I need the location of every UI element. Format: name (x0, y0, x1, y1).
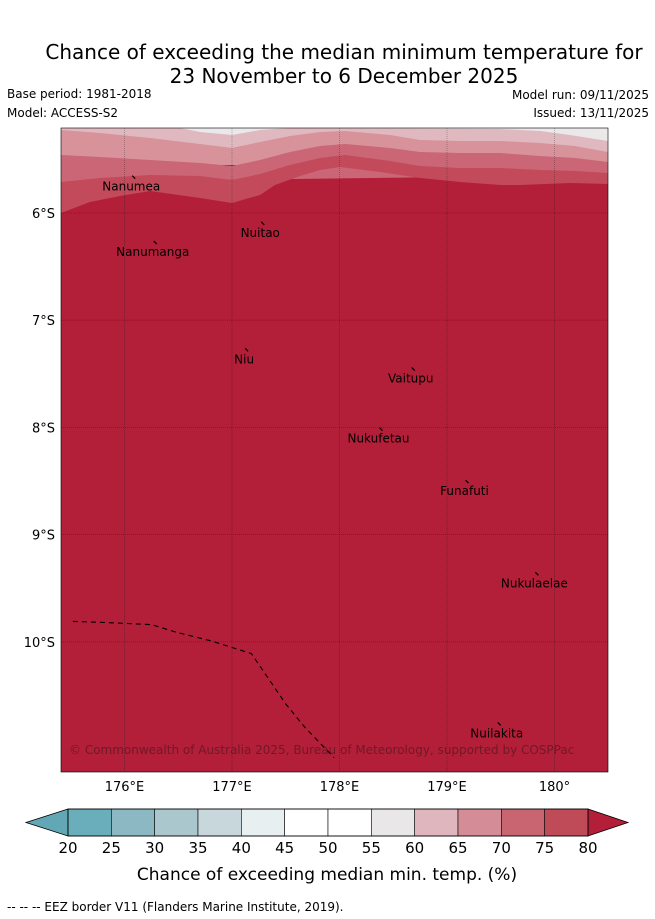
lat-tick-label: 9°S (32, 529, 55, 544)
lon-tick-label: 177°E (212, 780, 252, 795)
island-funafuti: Funafuti (440, 479, 489, 498)
eez-border-line (72, 620, 335, 758)
colorbar-tick-label: 20 (58, 839, 77, 857)
colorbar-bin (284, 808, 329, 837)
island-shape (131, 175, 136, 180)
island-shape (244, 347, 249, 352)
island-nanumanga: Nanumanga (116, 240, 189, 259)
title-line-1: Chance of exceeding the median minimum t… (45, 40, 643, 64)
colorbar-tick-label: 80 (578, 839, 597, 857)
copyright-notice: © Commonwealth of Australia 2025, Bureau… (69, 743, 574, 757)
colorbar-under-arrow (24, 808, 69, 837)
colorbar-frame (67, 808, 589, 837)
latitude-labels: 6°S 7°S 8°S 9°S 10°S (24, 207, 55, 651)
lat-tick-label: 8°S (32, 421, 55, 436)
colorbar-tick-label: 45 (275, 839, 294, 857)
lat-tick-label: 10°S (24, 636, 55, 651)
island-label: Nukufetau (347, 432, 409, 446)
base-period: Base period: 1981-2018 (7, 87, 152, 101)
island-shape (379, 427, 383, 432)
island-label: Vaitupu (388, 372, 434, 386)
colorbar-tick-label: 70 (492, 839, 511, 857)
lat-tick-label: 7°S (32, 314, 55, 329)
lon-tick-label: 178°E (320, 780, 360, 795)
colorbar-label: Chance of exceeding median min. temp. (%… (137, 865, 517, 885)
island-label: Nuitao (241, 226, 280, 240)
island-shape (411, 367, 416, 372)
lon-tick-label: 179°E (427, 780, 467, 795)
island-label: Niu (234, 352, 254, 366)
island-shape (497, 721, 502, 726)
island-nuilakita: Nuilakita (470, 721, 523, 740)
eez-border (72, 620, 335, 758)
eez-footnote: -- -- -- EEZ border V11 (Flanders Marine… (7, 900, 344, 914)
lon-tick-label: 176°E (105, 780, 145, 795)
lon-tick-label: 180° (539, 780, 570, 795)
colorbar-bin (67, 808, 112, 837)
island-niu: Niu (234, 347, 254, 366)
map-title: Chance of exceeding the median minimum t… (0, 40, 655, 88)
colorbar-bin (457, 808, 502, 837)
island-label: Nuilakita (470, 726, 523, 740)
island-nukulaelae: Nukulaelae (501, 571, 568, 590)
colorbar-over-arrow (587, 808, 630, 837)
colorbar-tick-label: 30 (145, 839, 164, 857)
island-shape (153, 240, 158, 245)
colorbar-bin (327, 808, 372, 837)
island-shape (260, 221, 265, 226)
colorbar-bin (197, 808, 242, 837)
title-line-2: 23 November to 6 December 2025 (169, 64, 519, 88)
colorbar-tick-label: 65 (448, 839, 467, 857)
colorbar-bin (414, 808, 459, 837)
colorbar-tick-label: 50 (318, 839, 337, 857)
island-nukufetau: Nukufetau (347, 427, 410, 446)
colorbar-tick-label: 35 (188, 839, 207, 857)
colorbar-bin (371, 808, 415, 837)
lat-tick-label: 6°S (32, 207, 55, 222)
island-label: Funafuti (440, 484, 489, 498)
colorbar-tick-label: 25 (102, 839, 121, 857)
island-vaitupu: Vaitupu (388, 367, 434, 386)
model-name: Model: ACCESS-S2 (7, 106, 119, 120)
island-nuitao: Nuitao (241, 221, 280, 240)
band-80-plus (61, 128, 608, 772)
longitude-labels: 176°E 177°E 178°E 179°E 180° (105, 780, 570, 795)
colorbar-bin (154, 808, 199, 837)
model-run: Model run: 09/11/2025 (511, 88, 649, 102)
colorbar-tick-label: 75 (535, 839, 554, 857)
colorbar-bin (241, 808, 285, 837)
colorbar: 20 25 30 35 40 45 50 55 60 65 70 75 80 (24, 808, 630, 857)
graticule (61, 128, 608, 772)
band-75-80 (61, 155, 608, 213)
colorbar-tick-label: 60 (405, 839, 424, 857)
colorbar-bin (111, 808, 155, 837)
island-shape (465, 479, 469, 484)
map-frame (60, 127, 609, 773)
island-label: Nanumanga (116, 245, 189, 259)
island-nanumea: Nanumea (102, 175, 160, 194)
island-labels: Nanumea Nanumanga Nuitao Niu Vaitupu Nukufeta… (102, 175, 568, 740)
colorbar-bin (501, 808, 545, 837)
colorbar-bin (544, 808, 589, 837)
island-label: Nanumea (102, 180, 160, 194)
colorbar-tick-label: 55 (362, 839, 381, 857)
island-label: Nukulaelae (501, 576, 568, 590)
island-shape (534, 571, 539, 576)
issued-date: Issued: 13/11/2025 (533, 106, 649, 120)
colorbar-tick-label: 40 (232, 839, 251, 857)
